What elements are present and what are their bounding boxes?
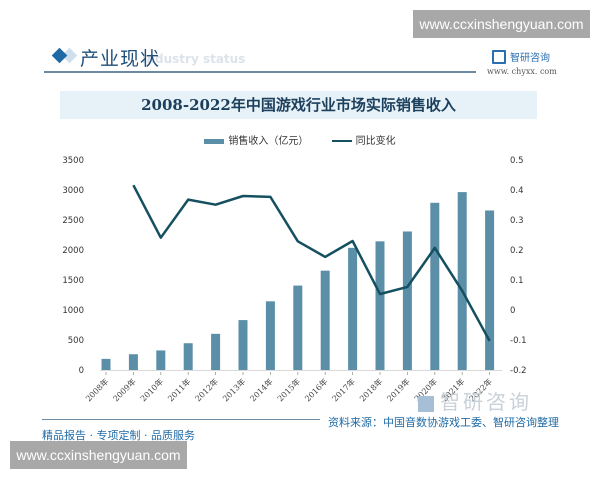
bar xyxy=(128,354,138,370)
right-tick-label: 0 xyxy=(510,306,515,316)
left-tick-label: 0 xyxy=(79,366,84,376)
right-tick-label: 0.3 xyxy=(510,216,524,226)
x-tick-label: 2018年 xyxy=(357,376,384,403)
brand-watermark-icon xyxy=(418,395,434,412)
chart-title-band: 2008-2022年中国游戏行业市场实际销售收入 xyxy=(60,91,537,119)
right-tick-label: 0.4 xyxy=(510,186,524,196)
left-tick-label: 2000 xyxy=(62,246,84,256)
bar xyxy=(485,210,495,370)
brand-url: www. chyxx. com xyxy=(487,67,557,76)
bar xyxy=(348,247,358,370)
bar xyxy=(211,333,221,370)
legend-label-revenue: 销售收入（亿元） xyxy=(228,136,309,147)
legend-bar-swatch xyxy=(204,138,225,144)
bar xyxy=(402,231,412,370)
section-header: Industry status 产业现状 xyxy=(42,42,462,72)
bar xyxy=(320,270,330,370)
x-tick-label: 2015年 xyxy=(275,376,302,403)
legend-line-swatch xyxy=(331,140,352,142)
x-tick-label: 2017年 xyxy=(330,376,357,403)
bar-series xyxy=(101,192,495,370)
left-y-axis: 0 500 1000 1500 2000 2500 3000 3500 xyxy=(62,156,84,376)
legend-item-yoy: 同比变化 xyxy=(331,132,396,147)
right-y-axis: -0.2 -0.1 0 0.1 0.2 0.3 0.4 0.5 xyxy=(510,156,527,376)
brand-name: 智研咨询 xyxy=(510,53,550,64)
bar xyxy=(375,241,385,370)
bar xyxy=(457,192,467,370)
x-tick-label: 2008年 xyxy=(83,376,110,403)
left-tick-label: 1500 xyxy=(62,276,84,286)
bar xyxy=(183,343,193,370)
x-tick-label: 2014年 xyxy=(248,376,275,403)
legend-item-revenue: 销售收入（亿元） xyxy=(204,132,308,147)
right-tick-label: -0.2 xyxy=(510,366,527,376)
x-tick-label: 2010年 xyxy=(138,376,165,403)
brand-logo: 智研咨询 www. chyxx. com xyxy=(484,46,594,76)
brand-watermark-text: 智研咨询 xyxy=(440,390,532,414)
bar xyxy=(156,350,166,370)
chart-legend: 销售收入（亿元） 同比变化 xyxy=(0,132,600,147)
right-tick-label: 0.5 xyxy=(510,156,524,166)
x-tick-label: 2016年 xyxy=(302,376,329,403)
chart-title: 2008-2022年中国游戏行业市场实际销售收入 xyxy=(141,96,456,114)
watermark-url-top: www.ccxinshengyuan.com xyxy=(413,10,590,38)
bar xyxy=(238,320,248,370)
x-tick-label: 2012年 xyxy=(193,376,220,403)
footer-divider xyxy=(42,419,320,420)
x-tick-label: 2013年 xyxy=(220,376,247,403)
left-tick-label: 500 xyxy=(68,336,84,346)
x-tick-label: 2011年 xyxy=(165,376,192,403)
source-note: 资料来源：中国音数协游戏工委、智研咨询整理 xyxy=(328,416,559,429)
section-title: 产业现状 xyxy=(80,48,161,70)
right-tick-label: 0.1 xyxy=(510,276,524,286)
bar xyxy=(265,301,275,370)
x-tick-label: 2009年 xyxy=(111,376,138,403)
line-series xyxy=(132,184,491,342)
x-tick-label: 2019年 xyxy=(385,376,412,403)
section-ghost-text: Industry status xyxy=(142,52,246,66)
footer-slogan: 精品报告 · 专项定制 · 品质服务 xyxy=(42,429,195,442)
watermark-url-bottom: www.ccxinshengyuan.com xyxy=(10,441,187,469)
left-tick-label: 3000 xyxy=(62,186,84,196)
right-tick-label: 0.2 xyxy=(510,246,524,256)
legend-label-yoy: 同比变化 xyxy=(355,136,396,147)
bar xyxy=(293,285,303,370)
brand-watermark: 智研咨询 xyxy=(418,386,532,415)
left-tick-label: 3500 xyxy=(62,156,84,166)
left-tick-label: 1000 xyxy=(62,306,84,316)
bar xyxy=(101,358,111,370)
brand-logo-icon xyxy=(492,49,506,64)
left-tick-label: 2500 xyxy=(62,216,84,226)
bar xyxy=(430,202,440,370)
right-tick-label: -0.1 xyxy=(510,336,527,346)
header-divider xyxy=(44,71,476,73)
